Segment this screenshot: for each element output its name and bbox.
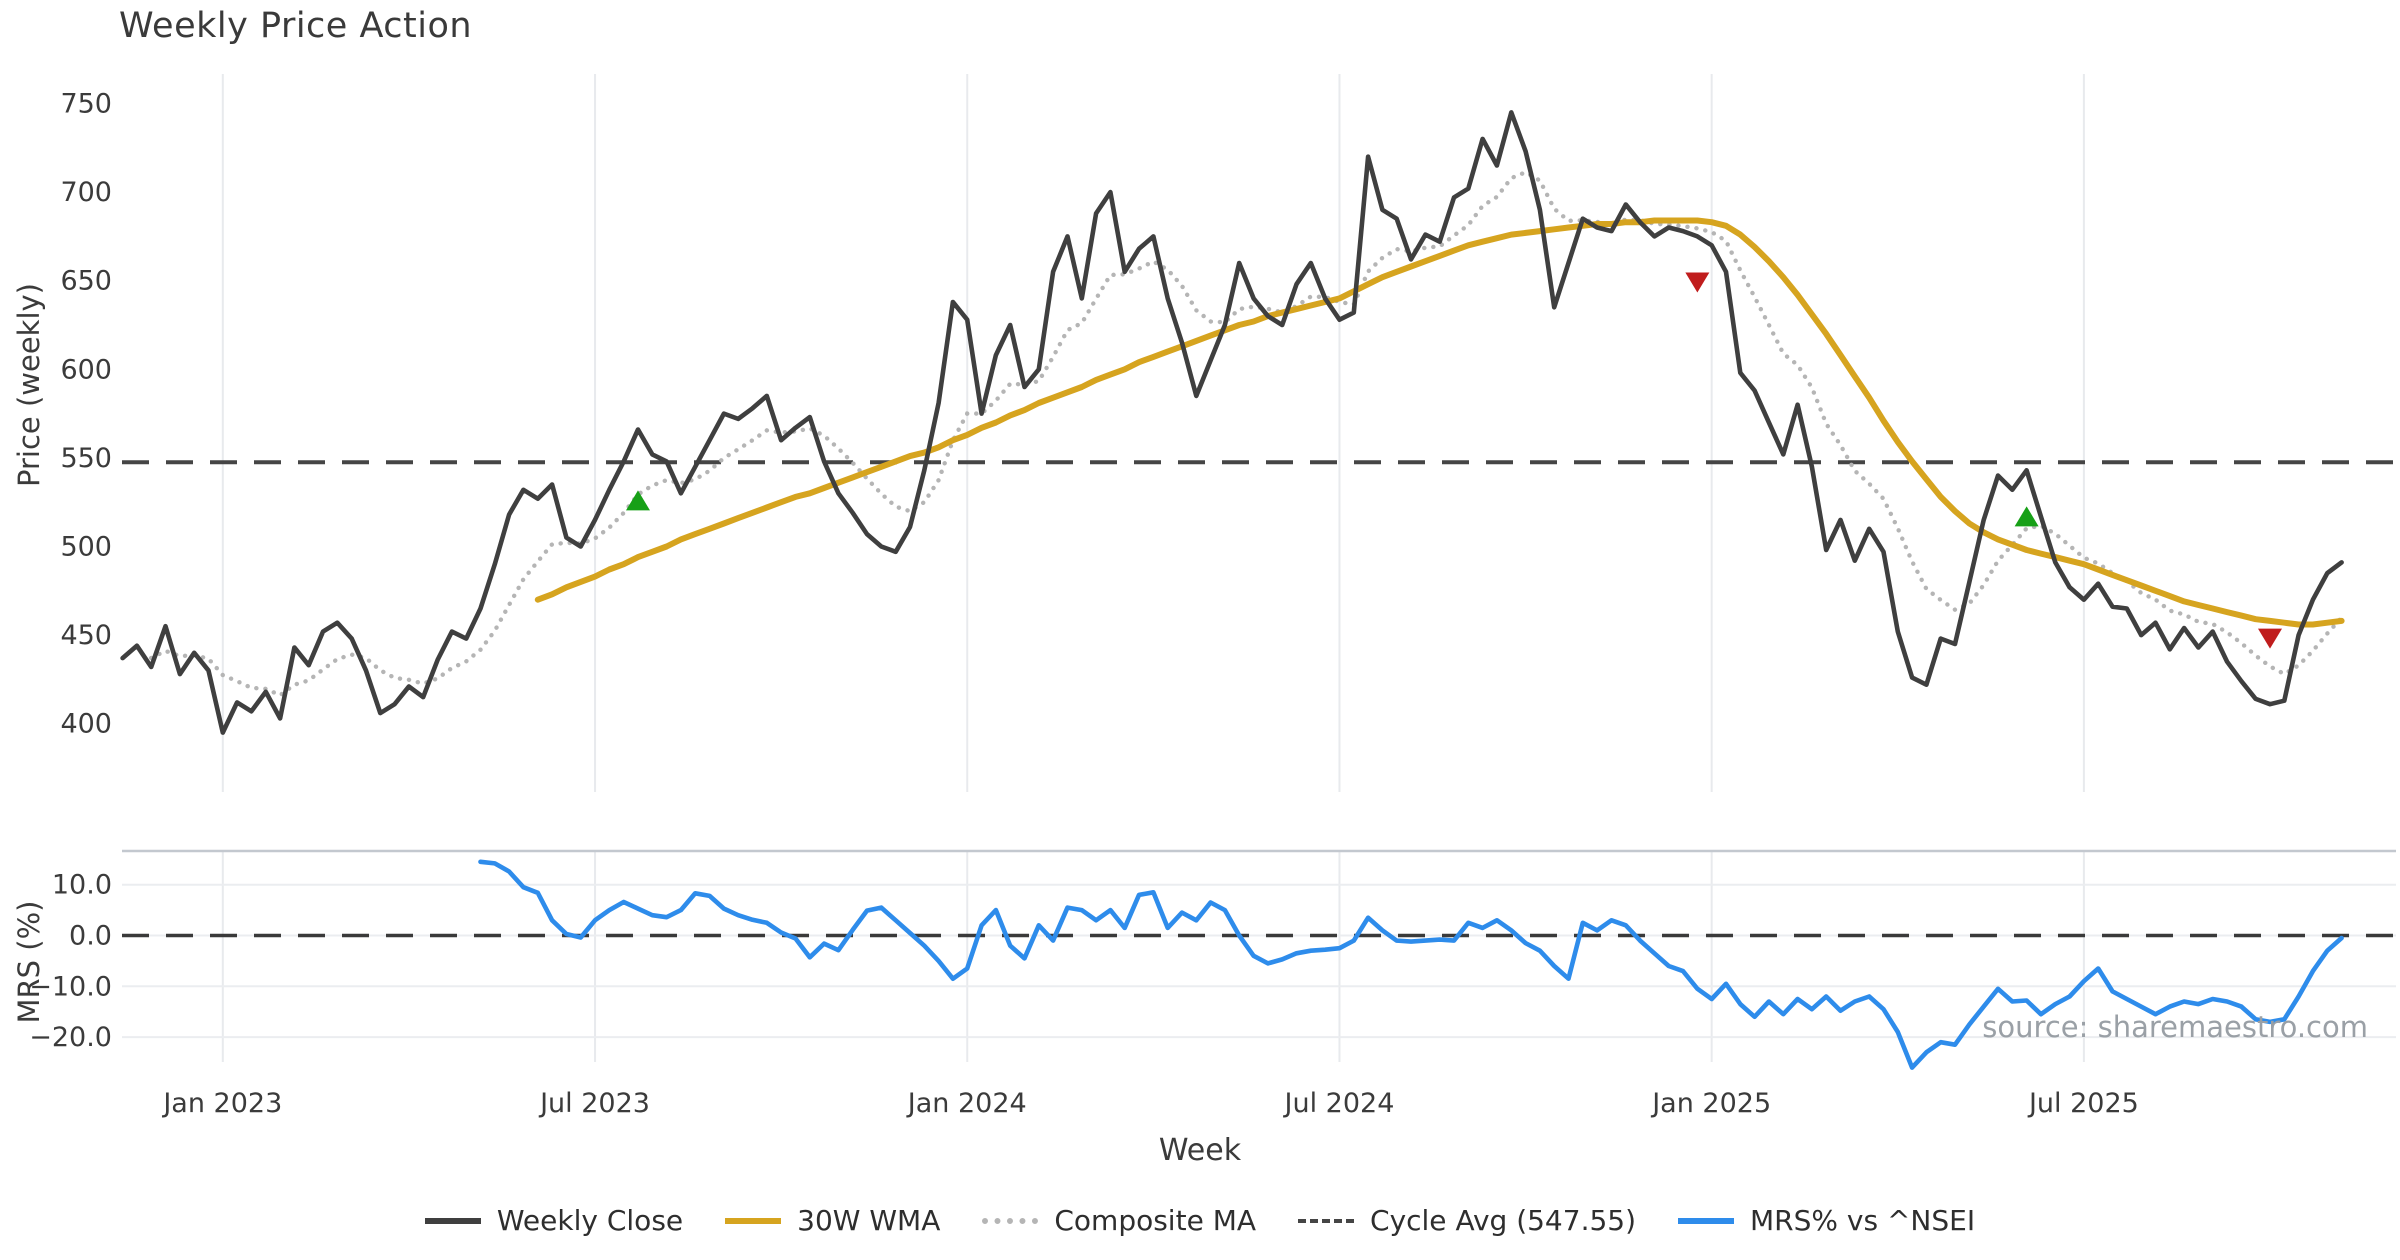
legend-item-weekly-close: Weekly Close: [424, 1204, 684, 1237]
mrs-tick-label: −20.0: [29, 1022, 112, 1053]
legend-label: Weekly Close: [496, 1204, 684, 1237]
price-tick-label: 750: [60, 89, 112, 120]
legend-item-composite-ma: Composite MA: [982, 1204, 1256, 1237]
weekly-close-line-icon: [424, 1217, 481, 1224]
legend-label: MRS% vs ^NSEI: [1750, 1204, 1976, 1237]
mrs-tick-label: 0.0: [69, 921, 112, 952]
price-tick-label: 400: [60, 709, 112, 740]
source-attribution: source: sharemaestro.com: [1982, 1010, 2368, 1044]
sell-signal-marker: [1685, 272, 1710, 293]
page-title: Weekly Price Action: [119, 6, 473, 46]
weekly-close-line: [120, 110, 2344, 735]
x-tick-label: Jul 2025: [2027, 1088, 2139, 1119]
mrs-tick-label: 10.0: [52, 870, 112, 901]
legend-label: 30W WMA: [797, 1204, 941, 1237]
legend-item-mrs: MRS% vs ^NSEI: [1678, 1204, 1975, 1237]
week-axis-title: Week: [1158, 1133, 1242, 1168]
x-tick-label: Jul 2023: [538, 1088, 650, 1119]
price-tick-label: 450: [60, 620, 112, 651]
legend-label: Cycle Avg (547.55): [1370, 1204, 1637, 1237]
price-tick-label: 550: [60, 443, 112, 474]
price-tick-label: 700: [60, 177, 112, 208]
x-tick-label: Jan 2025: [1650, 1088, 1771, 1119]
mrs-axis-title: MRS (%): [12, 900, 46, 1024]
x-tick-label: Jan 2024: [906, 1088, 1027, 1119]
x-tick-label: Jan 2023: [161, 1088, 282, 1119]
legend-item-30w-wma: 30W WMA: [725, 1204, 940, 1237]
buy-signal-marker: [625, 490, 650, 511]
legend-item-cycle-avg: Cycle Avg (547.55): [1298, 1204, 1636, 1237]
legend-label: Composite MA: [1054, 1204, 1257, 1237]
sell-signal-marker: [2258, 628, 2282, 649]
price-tick-label: 650: [60, 266, 112, 297]
wma-line: [534, 217, 2345, 628]
wma-line-icon: [725, 1217, 782, 1224]
composite-ma-dotted-icon: [982, 1217, 1039, 1224]
price-tick-label: 500: [60, 532, 112, 563]
legend: Weekly Close 30W WMA Composite MA Cycle …: [0, 1204, 2400, 1237]
price-tick-label: 600: [60, 354, 112, 385]
mrs-line: [478, 859, 2344, 1070]
price-axis-title: Price (weekly): [12, 283, 46, 488]
composite-ma-line: [148, 169, 2344, 698]
cycle-avg-dashed-icon: [1298, 1218, 1355, 1223]
x-tick-label: Jul 2024: [1283, 1088, 1395, 1119]
buy-signal-marker: [2014, 506, 2039, 527]
mrs-line-icon: [1678, 1217, 1735, 1224]
mrs-tick-label: −10.0: [29, 971, 112, 1002]
